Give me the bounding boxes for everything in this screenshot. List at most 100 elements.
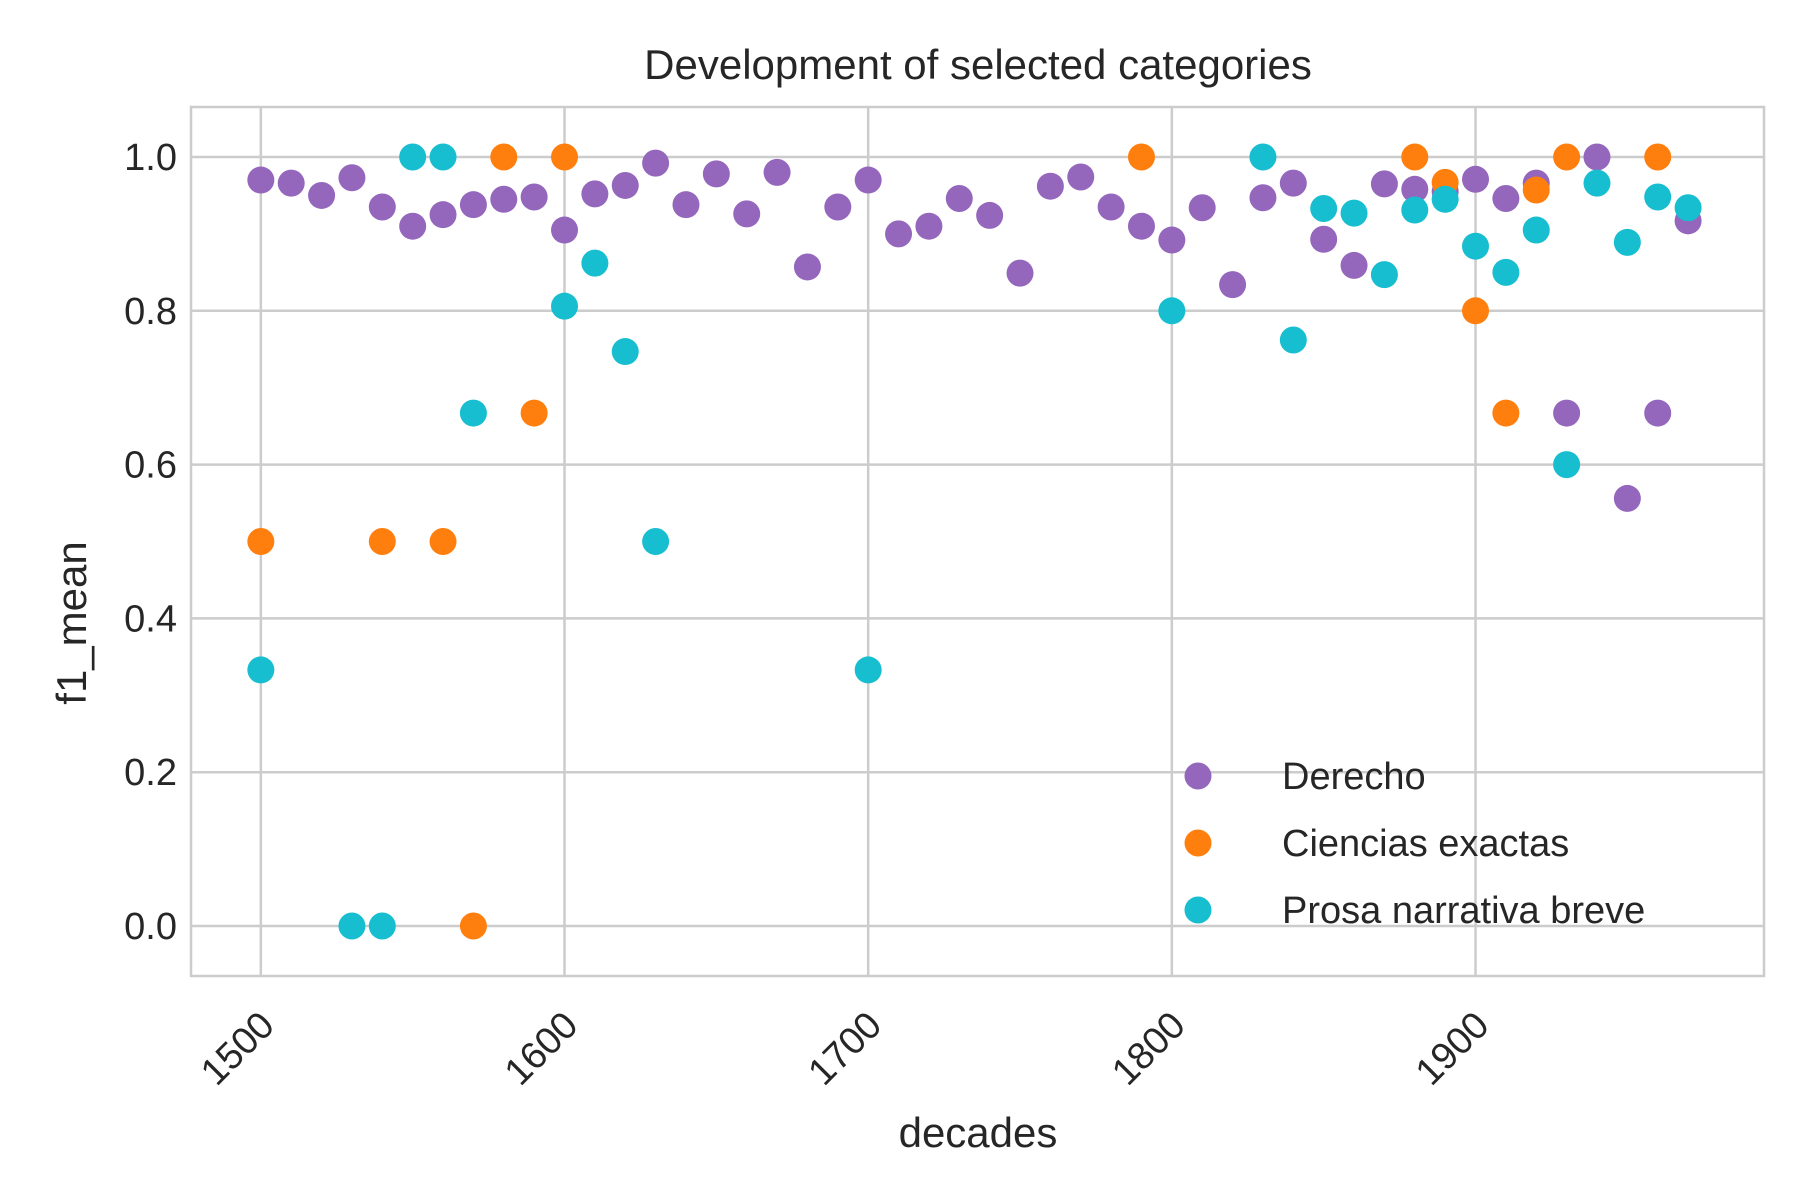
y-tick-label: 0.4 — [124, 598, 177, 640]
data-point — [490, 143, 518, 171]
legend-marker — [1184, 896, 1212, 924]
data-point — [1644, 143, 1672, 171]
data-point — [672, 191, 700, 219]
data-point — [520, 183, 548, 211]
data-point — [551, 292, 579, 320]
x-axis-label: decades — [899, 1109, 1058, 1156]
y-axis-label: f1_mean — [48, 541, 95, 704]
data-point — [1522, 176, 1550, 204]
data-point — [459, 912, 487, 940]
data-point — [945, 185, 973, 213]
data-point — [1067, 163, 1095, 191]
data-point — [247, 166, 275, 194]
data-point — [1279, 326, 1307, 354]
y-tick-label: 0.2 — [124, 752, 177, 794]
data-point — [1006, 259, 1034, 287]
legend-label: Derecho — [1282, 756, 1426, 798]
data-point — [247, 528, 275, 555]
data-point — [854, 166, 882, 194]
x-tick-label: 1800 — [1104, 1004, 1193, 1093]
data-point — [1127, 143, 1155, 171]
data-point — [1462, 165, 1490, 193]
data-point — [1553, 451, 1581, 479]
data-point — [1674, 194, 1702, 222]
data-point — [1401, 175, 1429, 203]
data-point — [1644, 183, 1672, 211]
data-point — [429, 201, 457, 229]
data-point — [551, 216, 579, 244]
data-point — [824, 193, 852, 221]
data-point — [429, 143, 457, 171]
data-point — [1310, 195, 1338, 223]
data-point — [551, 143, 579, 171]
data-point — [1188, 194, 1216, 222]
data-point — [733, 200, 761, 228]
data-point — [642, 149, 670, 177]
data-point — [399, 212, 427, 240]
data-point — [1249, 184, 1277, 212]
legend-marker — [1184, 762, 1212, 790]
data-point — [1036, 172, 1064, 200]
data-points — [247, 143, 1702, 940]
y-tick-label: 0.8 — [124, 291, 177, 333]
data-point — [399, 143, 427, 171]
legend-label: Ciencias exactas — [1282, 823, 1569, 865]
data-point — [1310, 225, 1338, 253]
data-point — [1492, 258, 1520, 286]
data-point — [1644, 399, 1672, 427]
data-point — [1462, 297, 1490, 325]
data-point — [642, 528, 670, 555]
data-point — [915, 212, 943, 240]
series-derecho — [247, 143, 1702, 512]
data-point — [1279, 169, 1307, 197]
x-tick-label: 1900 — [1408, 1004, 1497, 1093]
data-point — [1462, 232, 1490, 260]
data-point — [429, 528, 457, 555]
data-point — [1613, 228, 1641, 256]
data-point — [581, 249, 609, 277]
legend: Derecho Ciencias exactas Prosa narrativa b… — [1184, 756, 1645, 932]
data-point — [611, 338, 639, 366]
data-point — [1340, 199, 1368, 227]
data-point — [1127, 212, 1155, 240]
data-point — [1249, 143, 1277, 171]
y-tick-label: 0.6 — [124, 445, 177, 487]
data-point — [885, 220, 913, 248]
data-point — [763, 158, 791, 186]
data-point — [702, 160, 730, 188]
tick-labels: 1500 1600 1700 1800 1900 0.0 0.2 0.4 0.6 0.8 1.0 — [124, 137, 1497, 1094]
data-point — [976, 201, 1004, 229]
data-point — [1097, 193, 1125, 221]
data-point — [1583, 143, 1611, 171]
data-point — [1492, 185, 1520, 213]
data-point — [1613, 484, 1641, 512]
data-point — [490, 185, 518, 213]
data-point — [1370, 261, 1398, 289]
data-point — [338, 912, 366, 940]
data-point — [1370, 170, 1398, 198]
x-tick-label: 1500 — [193, 1004, 282, 1093]
legend-marker — [1184, 829, 1212, 857]
data-point — [1583, 169, 1611, 197]
series-prosa-narrativa-breve — [247, 143, 1702, 940]
data-point — [277, 169, 305, 197]
y-tick-label: 1.0 — [124, 137, 177, 179]
x-tick-label: 1600 — [497, 1004, 586, 1093]
data-point — [368, 193, 396, 221]
data-point — [1401, 143, 1429, 171]
y-tick-label: 0.0 — [124, 906, 177, 948]
series-ciencias-exactas — [247, 143, 1672, 940]
data-point — [459, 191, 487, 219]
data-point — [1492, 399, 1520, 427]
data-point — [520, 399, 548, 427]
data-point — [611, 171, 639, 199]
plot-frame — [189, 105, 1766, 978]
data-point — [368, 912, 396, 940]
data-point — [581, 180, 609, 208]
data-point — [1522, 216, 1550, 244]
data-point — [247, 656, 275, 684]
legend-label: Prosa narrativa breve — [1282, 890, 1645, 932]
data-point — [1158, 226, 1186, 254]
data-point — [338, 164, 366, 192]
